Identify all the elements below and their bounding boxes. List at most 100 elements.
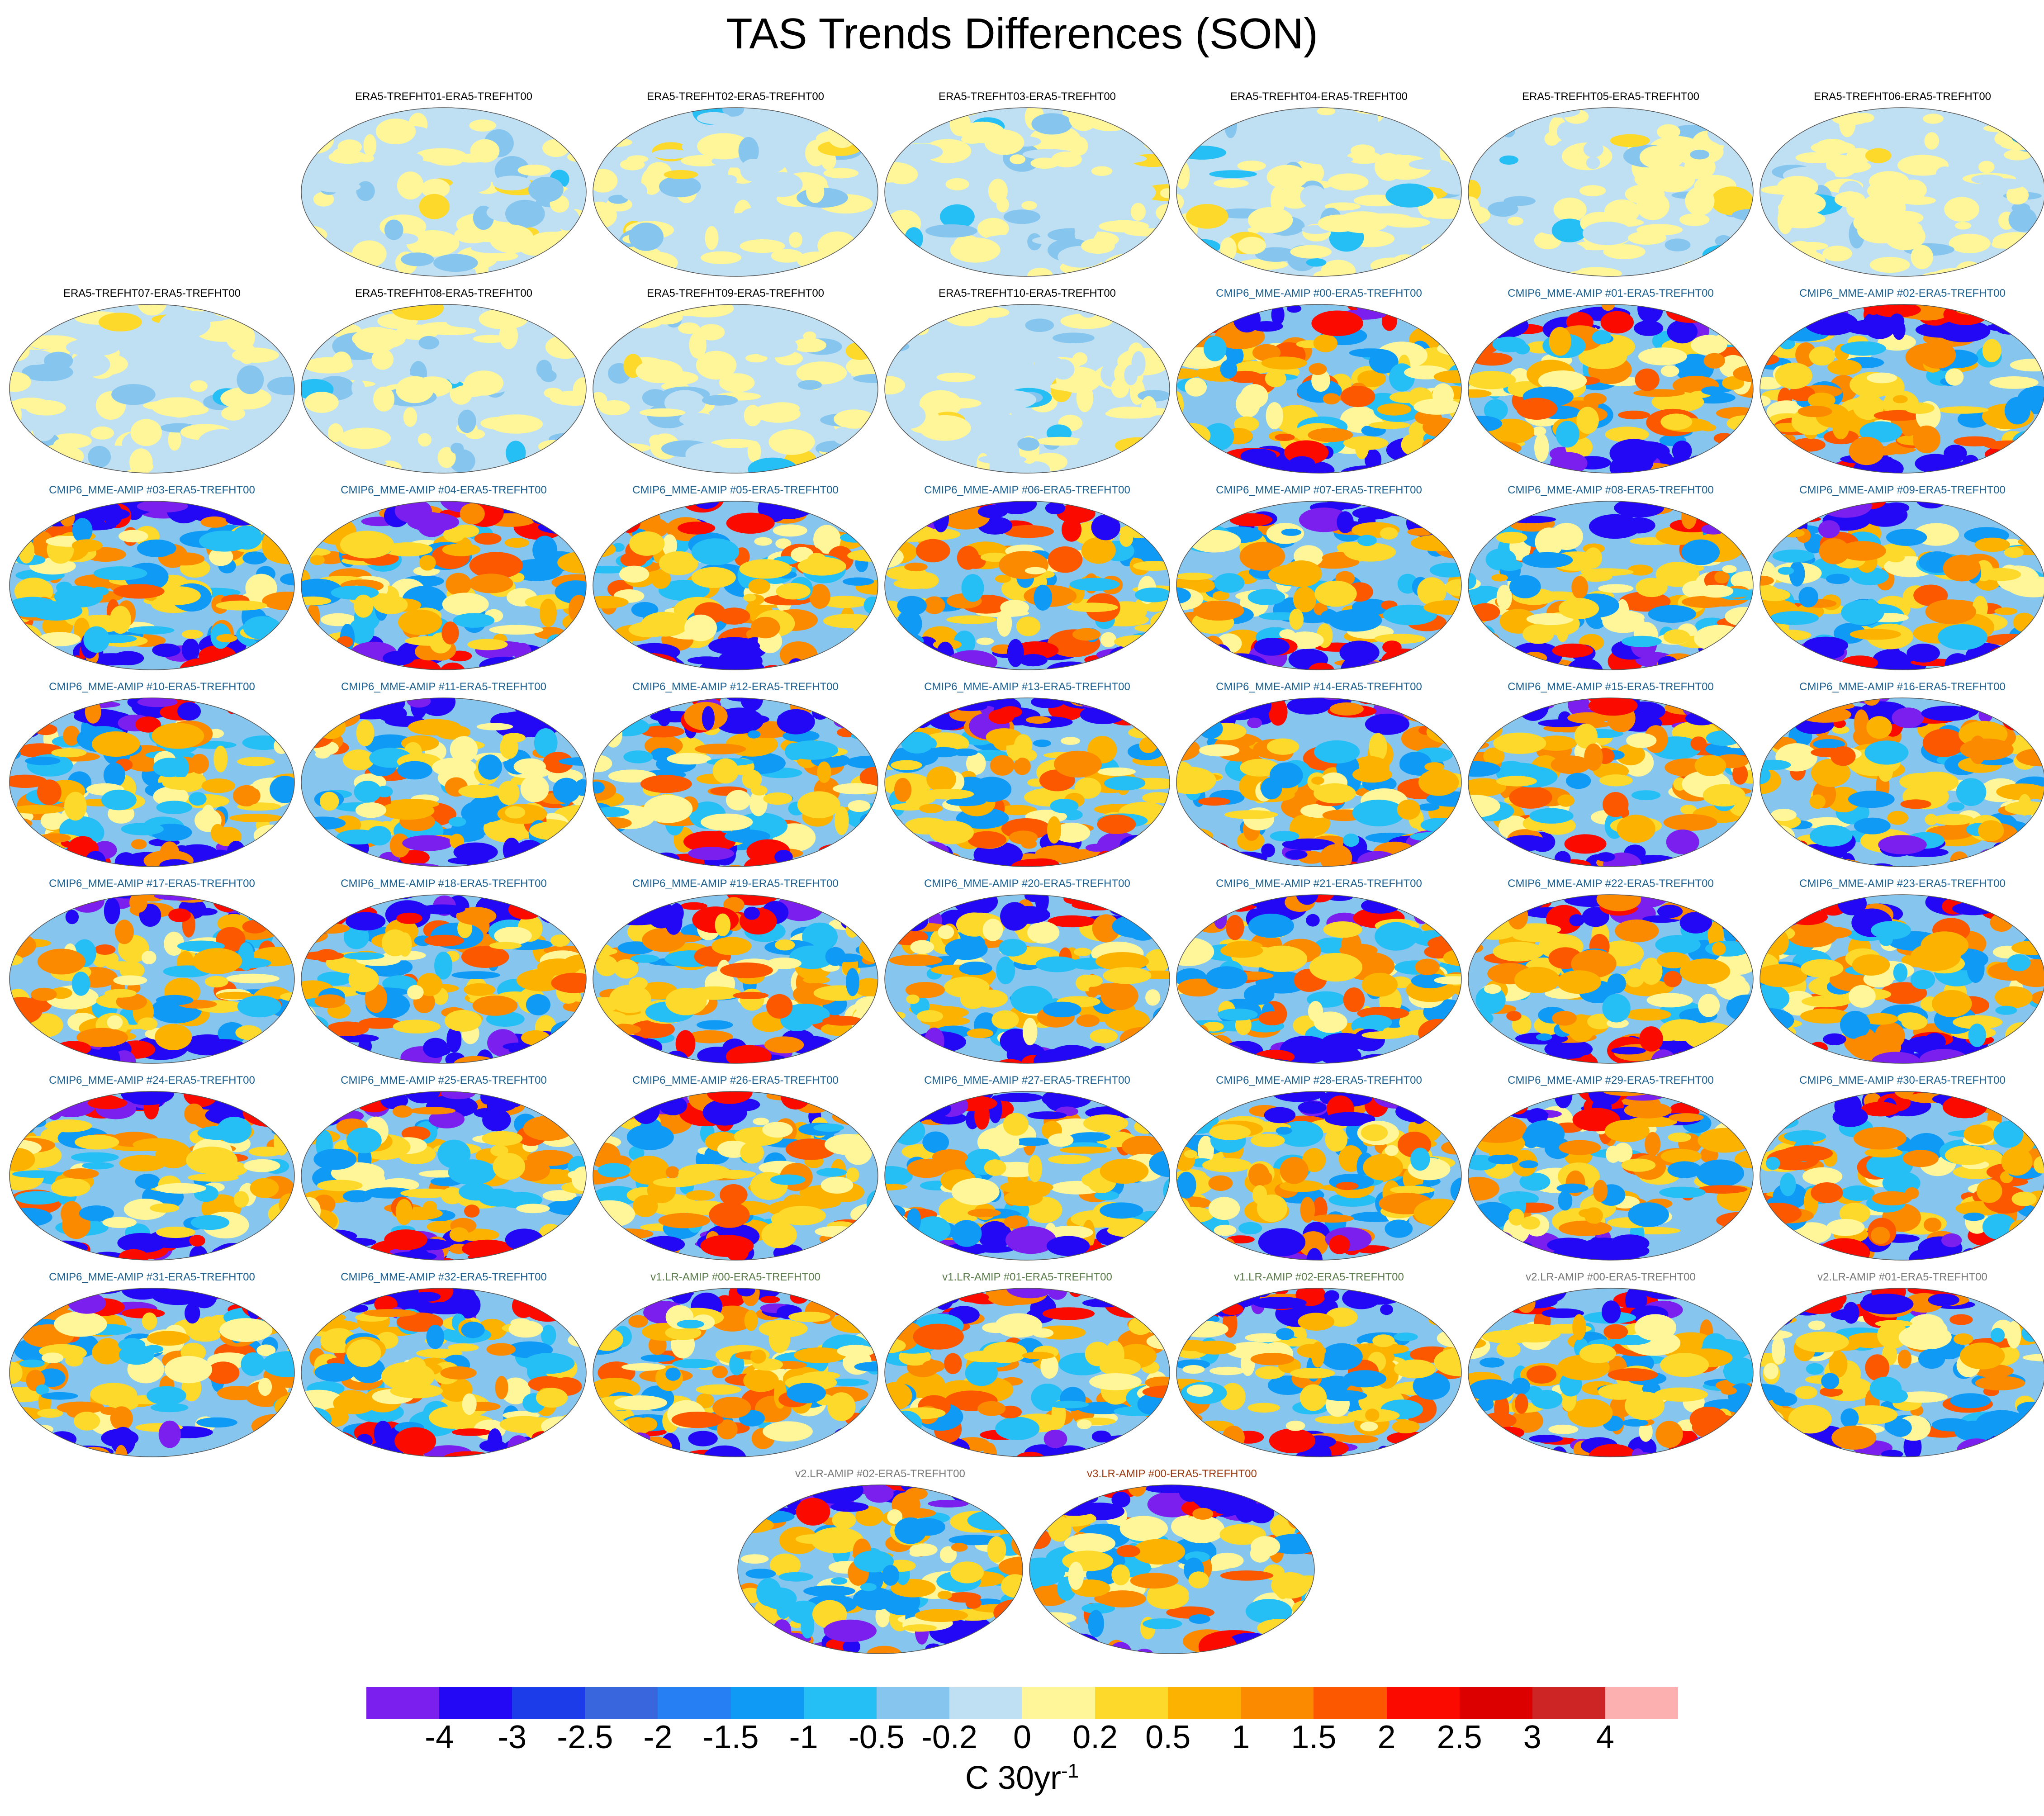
field-patch [301, 816, 346, 830]
field-patch [885, 833, 911, 854]
field-patch [1450, 625, 1461, 637]
map-panel: CMIP6_MME-AMIP #16-ERA5-TREFHT00 [1757, 681, 2044, 871]
field-patch [1081, 238, 1115, 254]
map-panel: CMIP6_MME-AMIP #25-ERA5-TREFHT00 [299, 1074, 589, 1264]
field-patch [1802, 304, 1824, 320]
field-patch [1761, 844, 1777, 867]
field-patch [1969, 735, 1987, 764]
field-patch [2033, 831, 2044, 858]
field-patch [301, 714, 320, 741]
field-patch [251, 1091, 281, 1103]
field-patch [316, 714, 346, 740]
field-patch [825, 703, 870, 716]
field-patch [547, 1199, 586, 1216]
field-patch [1022, 461, 1050, 473]
field-patch [1701, 386, 1723, 395]
field-patch [384, 1229, 427, 1250]
field-patch [920, 1048, 938, 1063]
field-patch [1091, 514, 1120, 541]
field-patch [1777, 210, 1826, 228]
field-patch [1865, 148, 1892, 163]
field-patch [1809, 346, 1835, 366]
field-patch [2028, 501, 2041, 517]
field-patch [257, 897, 294, 914]
field-patch [441, 621, 459, 645]
field-patch [1433, 709, 1461, 727]
field-patch [1311, 776, 1324, 785]
field-patch [1589, 514, 1641, 539]
field-patch [1616, 744, 1645, 766]
field-patch [1901, 1014, 1928, 1030]
field-patch [476, 723, 513, 730]
field-patch [1229, 513, 1273, 526]
field-patch [1961, 266, 2013, 276]
field-patch [1886, 529, 1927, 546]
field-patch [2009, 895, 2026, 905]
field-patch [1034, 584, 1053, 611]
field-patch [1719, 508, 1747, 535]
field-patch [1401, 434, 1423, 455]
field-patch [221, 406, 245, 421]
field-patch [394, 501, 432, 523]
field-patch [82, 1162, 114, 1170]
field-patch [1383, 604, 1437, 626]
field-patch [1728, 446, 1753, 469]
field-patch [1176, 304, 1192, 325]
field-patch [1176, 666, 1192, 670]
field-patch [999, 551, 1049, 579]
field-patch [1441, 179, 1461, 195]
field-patch [928, 1051, 963, 1063]
field-patch [1473, 463, 1504, 473]
field-patch [1247, 207, 1293, 233]
map-panel: CMIP6_MME-AMIP #11-ERA5-TREFHT00 [299, 681, 589, 871]
field-patch [1014, 734, 1033, 756]
field-patch [1468, 389, 1492, 398]
field-patch [1925, 814, 1938, 825]
map-panel: ERA5-TREFHT01-ERA5-TREFHT00 [299, 90, 589, 280]
field-patch [1456, 644, 1461, 665]
field-patch [1306, 258, 1327, 267]
field-patch [885, 855, 924, 867]
field-patch [823, 1055, 842, 1063]
field-patch [1468, 112, 1480, 122]
field-patch [423, 1038, 448, 1058]
field-patch [1788, 385, 1815, 402]
field-patch [1760, 619, 1773, 630]
field-patch [342, 459, 387, 467]
field-patch [1436, 448, 1461, 460]
field-patch [354, 781, 382, 803]
field-patch [1390, 391, 1424, 403]
field-patch [1551, 755, 1591, 774]
panel-title: CMIP6_MME-AMIP #24-ERA5-TREFHT00 [49, 1074, 255, 1086]
field-patch [1308, 428, 1353, 442]
field-patch [1252, 344, 1281, 361]
field-patch [840, 532, 870, 543]
field-patch [885, 835, 920, 846]
field-patch [1911, 245, 1933, 269]
field-patch [123, 1199, 167, 1220]
field-patch [1488, 663, 1502, 670]
field-patch [247, 1091, 292, 1098]
field-patch [885, 906, 901, 915]
field-patch [966, 752, 986, 775]
field-patch [457, 174, 491, 193]
field-patch [890, 1012, 906, 1019]
map-outline [9, 1091, 295, 1261]
field-patch [639, 501, 677, 507]
field-patch [317, 1180, 363, 1191]
field-patch [1956, 467, 1996, 473]
field-patch [1976, 304, 2003, 311]
field-patch [1592, 330, 1612, 345]
field-patch [301, 269, 318, 276]
field-patch [854, 837, 878, 860]
field-patch [1576, 407, 1599, 434]
field-patch [135, 716, 161, 733]
field-patch [1265, 370, 1286, 388]
field-patch [244, 304, 283, 310]
field-patch [976, 637, 994, 645]
field-patch [342, 1190, 372, 1203]
robinson-map [884, 501, 1170, 670]
map-outline [884, 894, 1170, 1064]
field-patch [1112, 915, 1159, 938]
field-patch [1873, 410, 1923, 421]
